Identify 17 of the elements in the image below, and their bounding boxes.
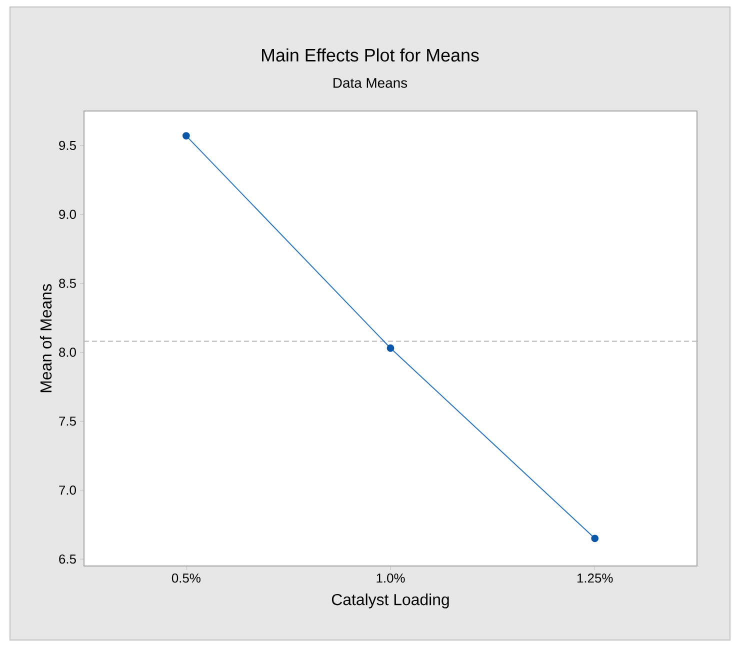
y-tick-label: 9.0 — [59, 210, 76, 219]
y-tick-label: 8.5 — [59, 278, 76, 288]
x-tick-label: 1.0% — [376, 574, 405, 583]
y-tick-label: 7.0 — [59, 486, 76, 495]
y-tick-label: 6.5 — [59, 554, 76, 564]
x-axis-title: Catalyst Loading — [332, 594, 449, 608]
point — [591, 534, 599, 542]
y-tick-label: 7.5 — [59, 416, 76, 426]
chart-subtitle: Data Means — [334, 78, 408, 88]
x-tick-label: 1.25% — [577, 574, 613, 583]
chart-title: Main Effects Plot for Means — [262, 48, 479, 62]
point — [182, 132, 190, 140]
point — [386, 344, 394, 352]
x-tick-label: 0.5% — [172, 574, 200, 583]
y-tick-label: 8.0 — [59, 348, 76, 357]
y-axis-title: Mean of Means — [40, 284, 52, 392]
y-tick-label: 9.5 — [59, 140, 76, 150]
